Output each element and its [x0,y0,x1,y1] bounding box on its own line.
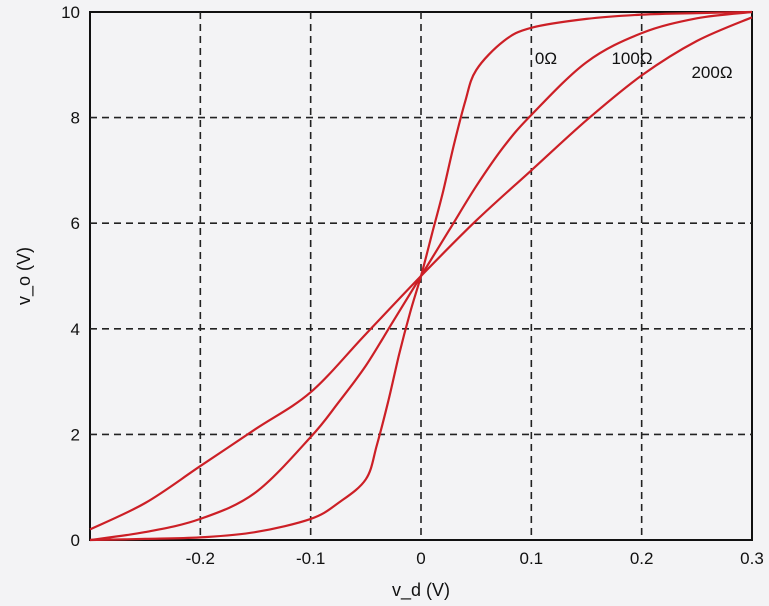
x-tick-label: 0.1 [520,549,544,568]
x-tick-label: -0.2 [186,549,215,568]
x-tick-labels: -0.2 -0.1 0 0.1 0.2 0.3 [186,549,764,568]
y-axis-label: v_o (V) [14,247,35,305]
x-axis-label: v_d (V) [392,580,450,601]
y-tick-label: 8 [71,109,80,128]
series-labels: 0Ω 100Ω 200Ω [535,49,733,82]
y-tick-labels: 0 2 4 6 8 10 [61,3,80,550]
y-tick-label: 2 [71,425,80,444]
y-tick-label: 0 [71,531,80,550]
x-tick-label: -0.1 [296,549,325,568]
series-label-0: 0Ω [535,49,557,68]
x-tick-label: 0.3 [740,549,764,568]
curves [89,10,753,542]
y-tick-label: 10 [61,3,80,22]
y-tick-label: 6 [71,214,80,233]
series-label-2: 200Ω [691,63,732,82]
y-tick-label: 4 [71,320,80,339]
x-tick-label: 0 [416,549,425,568]
series-line-2 [89,16,753,531]
x-tick-label: 0.2 [630,549,654,568]
series-label-1: 100Ω [611,49,652,68]
